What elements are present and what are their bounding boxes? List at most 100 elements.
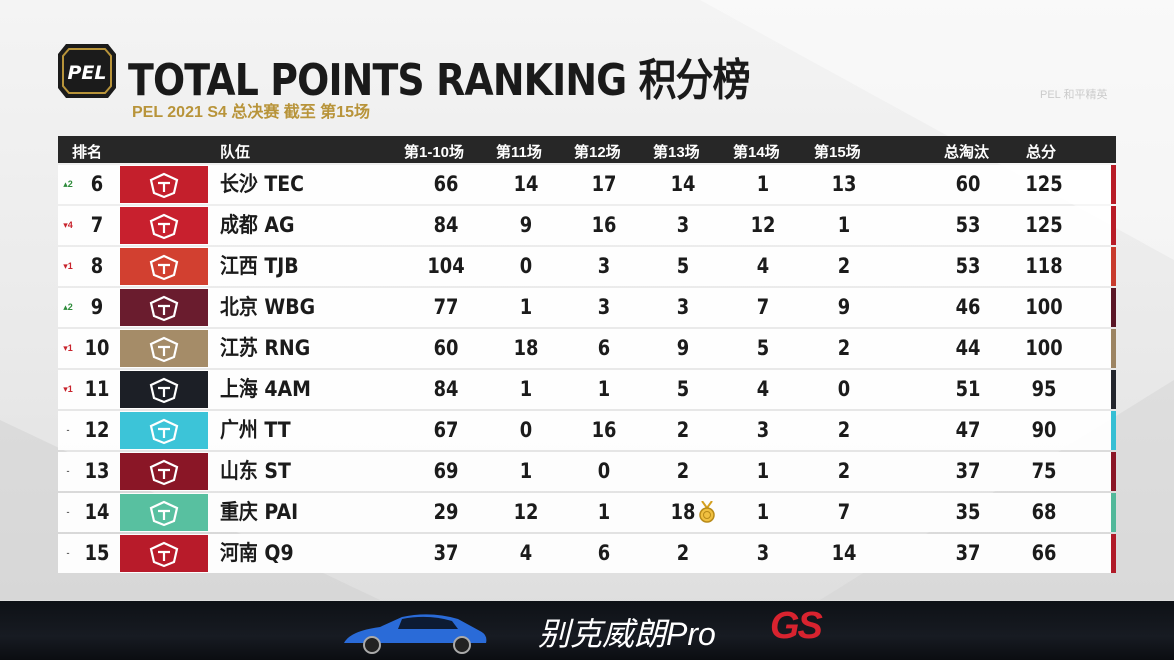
- header-rank: 排名: [72, 144, 103, 161]
- score-g12: 1: [597, 500, 611, 524]
- table-row: ▾4 7 成都 AG 84 9 16 3 12 1 53 125: [58, 206, 1116, 245]
- score-g11: 18: [513, 336, 539, 360]
- broadcast-watermark: PEL 和平精英: [1040, 89, 1108, 101]
- score-g13: 3: [676, 213, 690, 237]
- score-g14: 4: [756, 377, 770, 401]
- score-kills: 51: [955, 377, 981, 401]
- header: PEL TOTAL POINTS RANKING 积分榜 PEL 2021 S4…: [56, 38, 756, 121]
- score-g12: 17: [591, 172, 617, 196]
- table-row: ▾1 8 江西 TJB 104 0 3 5 4 2 53 118: [58, 247, 1116, 286]
- table-row: ▴2 6 长沙 TEC 66 14 17 14 1 13 60 125: [58, 165, 1116, 204]
- rank-cell: 14: [84, 500, 110, 524]
- table-row: ▾1 10 江苏 RNG 60 18 6 9 5 2 44 100: [58, 329, 1116, 368]
- score-g15: 2: [837, 459, 851, 483]
- team-logo: [120, 535, 208, 572]
- team-color-stripe: [1111, 493, 1116, 532]
- score-g13: 5: [676, 377, 690, 401]
- team-color-stripe: [1111, 247, 1116, 286]
- score-g11: 0: [519, 418, 533, 442]
- score-g12: 3: [597, 254, 611, 278]
- ranking-table: 排名 队伍 第1-10场 第11场 第12场 第13场 第14场 第15场 总淘…: [58, 136, 1116, 573]
- header-game-15: 第15场: [814, 144, 861, 161]
- score-g11: 4: [519, 541, 533, 565]
- score-total: 68: [1031, 500, 1057, 524]
- score-g11: 1: [519, 377, 533, 401]
- score-g15: 2: [837, 336, 851, 360]
- team-color-stripe: [1111, 206, 1116, 245]
- score-g14: 4: [756, 254, 770, 278]
- score-g11: 12: [513, 500, 539, 524]
- score-kills: 44: [955, 336, 981, 360]
- score-g15: 0: [837, 377, 851, 401]
- score-g1-10: 84: [433, 377, 459, 401]
- score-g15: 13: [831, 172, 857, 196]
- team-emblem-icon: [149, 500, 179, 526]
- score-g11: 14: [513, 172, 539, 196]
- score-g12: 16: [591, 213, 617, 237]
- score-total: 90: [1031, 418, 1057, 442]
- score-total: 100: [1025, 295, 1063, 319]
- medal-icon: [699, 501, 715, 523]
- team-color-stripe: [1111, 165, 1116, 204]
- score-g1-10: 37: [433, 541, 459, 565]
- team-name: 成都 AG: [220, 213, 295, 237]
- score-g14: 1: [756, 500, 770, 524]
- score-total: 118: [1025, 254, 1063, 278]
- score-g1-10: 77: [433, 295, 459, 319]
- team-emblem-icon: [149, 541, 179, 567]
- score-g1-10: 69: [433, 459, 459, 483]
- score-g13: 2: [676, 459, 690, 483]
- pel-logo-text: PEL: [67, 62, 106, 84]
- rank-change: ▾1: [63, 261, 73, 271]
- table-header: 排名 队伍 第1-10场 第11场 第12场 第13场 第14场 第15场 总淘…: [58, 136, 1116, 163]
- team-name: 上海 4AM: [220, 377, 311, 401]
- table-body: ▴2 6 长沙 TEC 66 14 17 14 1 13 60 125 ▾4 7 成都 AG 84 9 16…: [58, 165, 1116, 573]
- score-g12: 3: [597, 295, 611, 319]
- header-games-1-10: 第1-10场: [404, 144, 465, 161]
- score-g1-10: 104: [427, 254, 465, 278]
- score-g12: 16: [591, 418, 617, 442]
- rank-change: ▴2: [63, 302, 73, 312]
- team-logo: [120, 166, 208, 203]
- score-g13: 3: [676, 295, 690, 319]
- score-g14: 5: [756, 336, 770, 360]
- score-g1-10: 29: [433, 500, 459, 524]
- team-emblem-icon: [149, 459, 179, 485]
- score-g1-10: 67: [433, 418, 459, 442]
- header-game-14: 第14场: [733, 144, 780, 161]
- score-g15: 7: [837, 500, 851, 524]
- rank-cell: 7: [90, 213, 104, 237]
- team-logo: [120, 453, 208, 490]
- header-game-13: 第13场: [653, 144, 700, 161]
- score-g12: 6: [597, 541, 611, 565]
- team-name: 北京 WBG: [220, 295, 316, 319]
- team-logo: [120, 207, 208, 244]
- team-name: 江西 TJB: [220, 254, 299, 278]
- score-g15: 2: [837, 254, 851, 278]
- score-kills: 35: [955, 500, 981, 524]
- score-g13: 9: [676, 336, 690, 360]
- team-logo: [120, 371, 208, 408]
- rank-cell: 6: [90, 172, 104, 196]
- table-row: - 15 河南 Q9 37 4 6 2 3 14 37 66: [58, 534, 1116, 573]
- team-name: 江苏 RNG: [220, 336, 311, 360]
- score-g11: 1: [519, 295, 533, 319]
- team-name: 广州 TT: [220, 418, 291, 442]
- score-g12: 6: [597, 336, 611, 360]
- rank-cell: 15: [84, 541, 110, 565]
- car-image: [344, 614, 487, 654]
- rank-change: ▴2: [63, 179, 73, 189]
- rank-cell: 10: [84, 336, 110, 360]
- score-total: 125: [1025, 213, 1063, 237]
- header-game-12: 第12场: [574, 144, 621, 161]
- team-name: 山东 ST: [220, 459, 291, 483]
- header-team: 队伍: [220, 144, 251, 161]
- table-row: ▾1 11 上海 4AM 84 1 1 5 4 0 51 95: [58, 370, 1116, 409]
- team-color-stripe: [1111, 452, 1116, 491]
- team-emblem-icon: [149, 172, 179, 198]
- score-kills: 53: [955, 213, 981, 237]
- rank-change: -: [66, 425, 70, 435]
- team-name: 长沙 TEC: [220, 172, 305, 196]
- score-kills: 47: [955, 418, 981, 442]
- score-total: 75: [1031, 459, 1057, 483]
